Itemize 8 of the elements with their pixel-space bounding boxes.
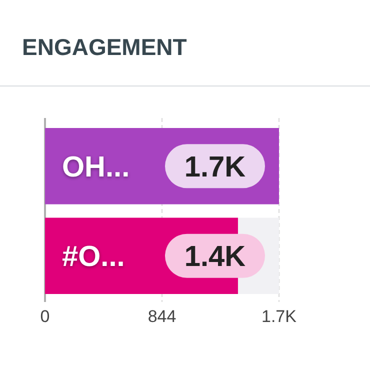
x-tick-label: 0 <box>40 307 50 326</box>
x-tick-label: 844 <box>148 307 176 326</box>
x-tick-label: 1.7K <box>262 307 298 326</box>
y-tick-label: OH... <box>62 151 130 184</box>
data-label: 1.7K <box>184 151 246 184</box>
data-label: 1.4K <box>184 241 246 274</box>
chart-title: ENGAGEMENT <box>22 34 187 60</box>
y-tick-label: #O... <box>62 241 125 274</box>
